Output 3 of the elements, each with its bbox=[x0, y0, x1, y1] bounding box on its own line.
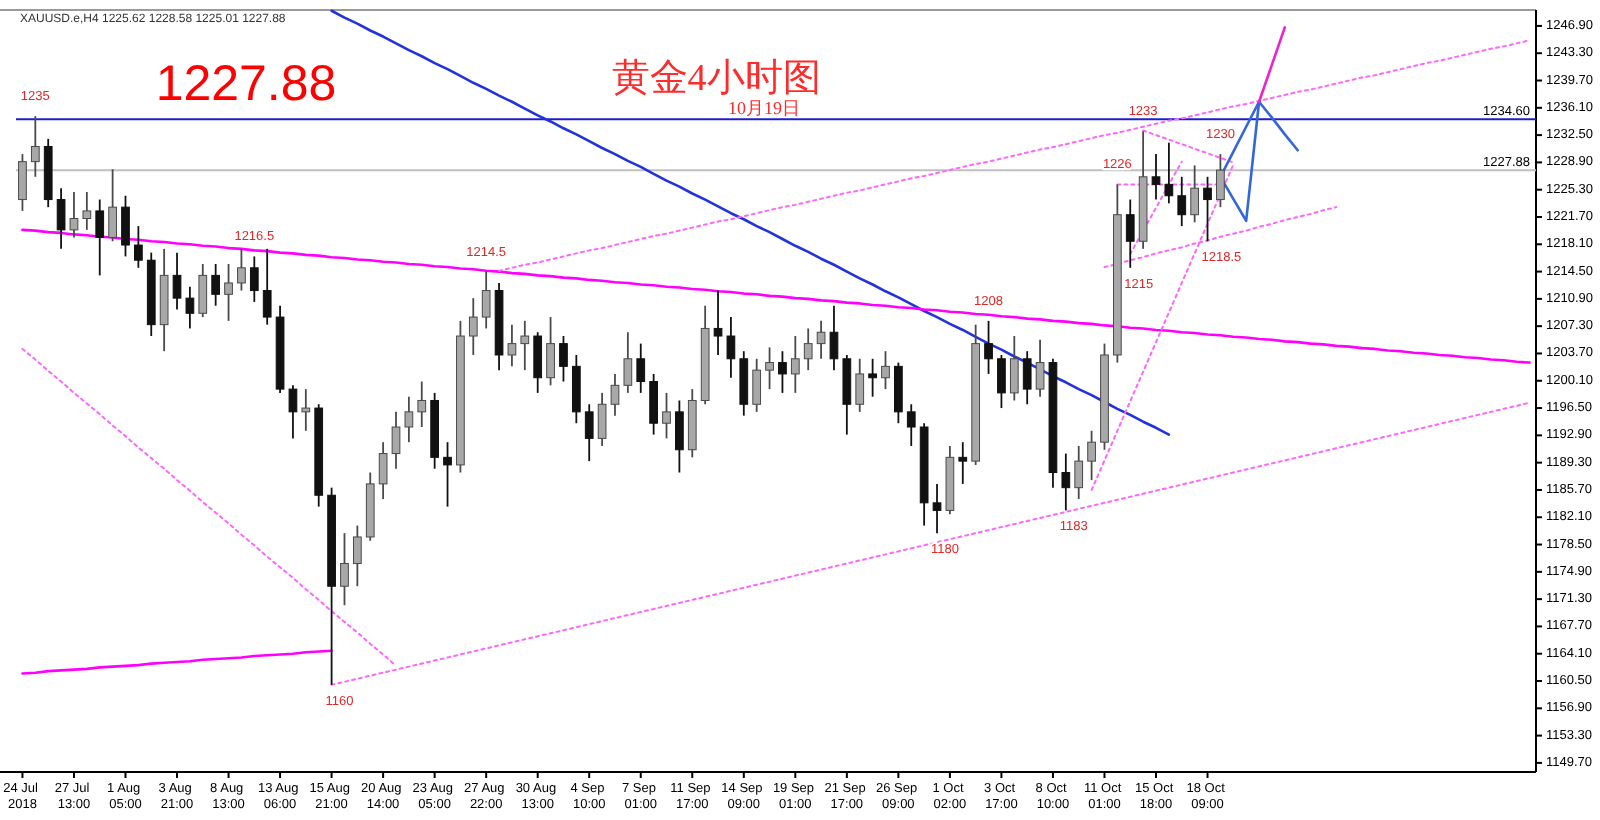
subtitle: 10月19日 bbox=[728, 98, 800, 118]
title: 黄金4小时图 bbox=[611, 58, 821, 100]
annotation: 1227.88 bbox=[155, 56, 337, 112]
